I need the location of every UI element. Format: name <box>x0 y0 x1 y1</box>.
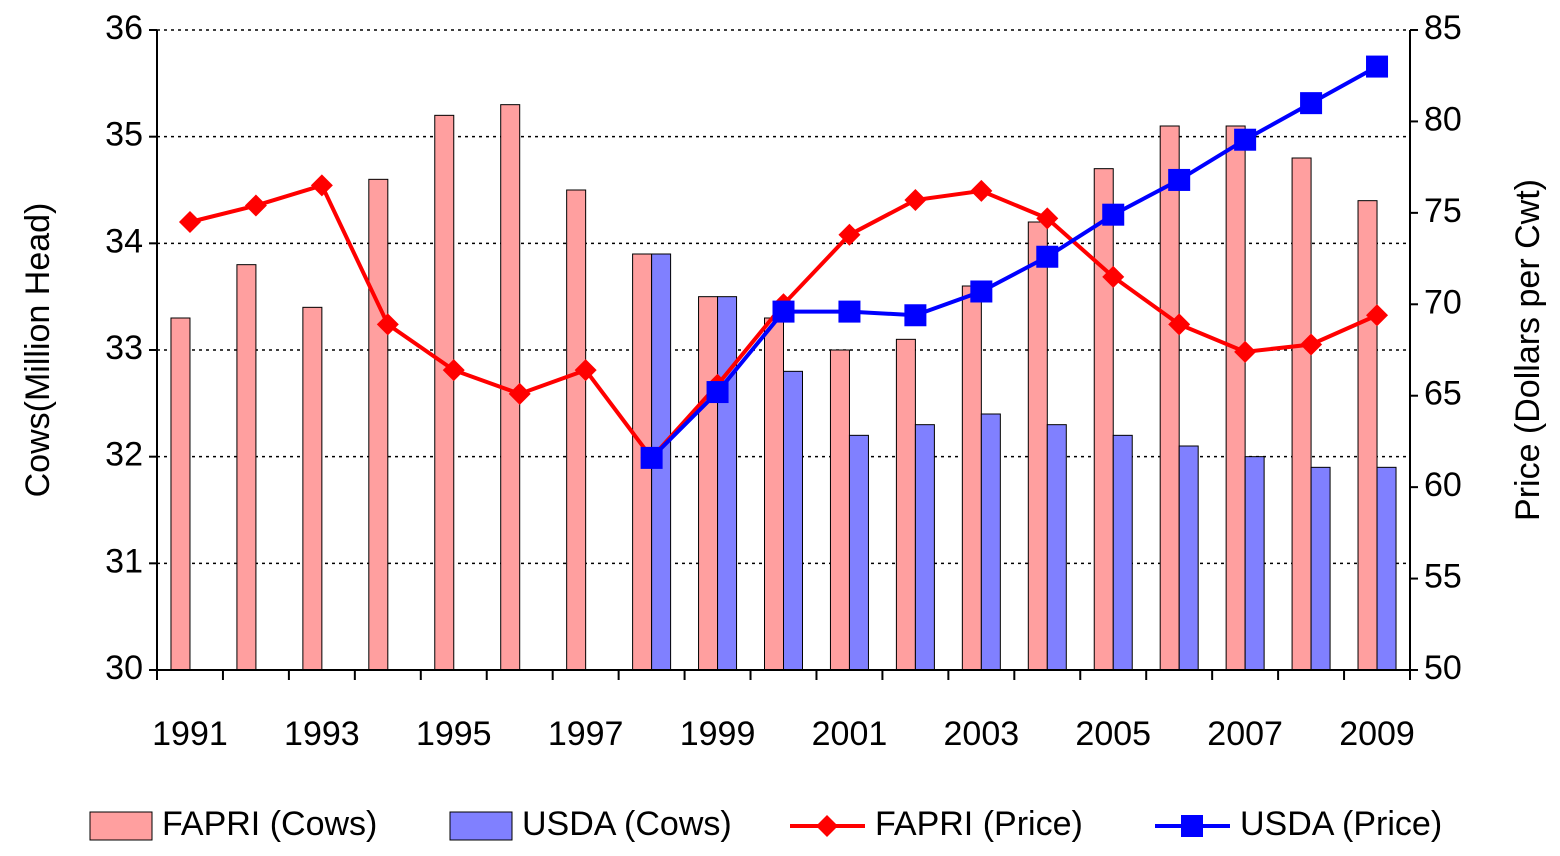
point <box>1234 340 1257 363</box>
bar <box>980 413 1001 671</box>
point <box>904 189 927 212</box>
bar <box>170 317 191 671</box>
y-tick-label: 34 <box>105 222 143 260</box>
y-tick-label: 36 <box>105 9 143 47</box>
bar <box>1093 168 1114 671</box>
x-tick-label: 2001 <box>812 715 888 753</box>
legend-label: FAPRI (Cows) <box>162 805 377 843</box>
bar <box>1178 445 1199 671</box>
legend-label: USDA (Cows) <box>522 805 732 843</box>
point <box>1102 203 1125 226</box>
bar <box>1159 125 1180 671</box>
x-tick-label: 2005 <box>1075 715 1151 753</box>
point <box>1366 304 1389 327</box>
bar <box>848 434 869 671</box>
bar <box>1244 456 1265 671</box>
x-tick-label: 1991 <box>152 715 228 753</box>
x-tick-label: 1999 <box>680 715 756 753</box>
bar <box>1357 200 1378 671</box>
point <box>1181 815 1203 837</box>
point <box>970 179 993 202</box>
x-tick-label: 2003 <box>944 715 1020 753</box>
y2-axis-label: Price (Dollars per Cwt) <box>1509 179 1547 521</box>
bar <box>914 424 935 671</box>
y2-tick-label: 75 <box>1424 192 1462 230</box>
bar <box>1027 221 1048 671</box>
bar <box>1376 466 1397 671</box>
point <box>904 304 927 327</box>
point <box>970 280 993 303</box>
legend-label: USDA (Price) <box>1240 805 1442 843</box>
bar <box>829 349 850 671</box>
legend-swatch <box>449 811 513 841</box>
point <box>838 223 861 246</box>
point <box>1300 92 1323 115</box>
point <box>1036 245 1059 268</box>
point <box>772 300 795 323</box>
point <box>640 446 663 469</box>
point <box>376 313 399 336</box>
bar <box>1225 125 1246 671</box>
line <box>650 64 1378 460</box>
y-tick-label: 32 <box>105 436 143 474</box>
y2-tick-label: 70 <box>1424 283 1462 321</box>
point <box>1300 333 1323 356</box>
y-tick-label: 35 <box>105 116 143 154</box>
bar <box>236 264 257 671</box>
x-tick-label: 1993 <box>284 715 360 753</box>
bar <box>961 285 982 671</box>
y-axis-label: Cows(Million Head) <box>19 203 57 498</box>
bar <box>566 189 587 671</box>
bar <box>368 178 389 671</box>
y2-tick-label: 65 <box>1424 375 1462 413</box>
legend-label: FAPRI (Price) <box>875 805 1083 843</box>
y-tick-label: 31 <box>105 542 143 580</box>
x-tick-label: 1997 <box>548 715 624 753</box>
point <box>1102 265 1125 288</box>
bar <box>783 370 803 671</box>
bar <box>717 296 738 671</box>
legend-swatch <box>89 811 153 841</box>
point <box>1366 55 1389 78</box>
x-tick-label: 1995 <box>416 715 492 753</box>
bar <box>1291 157 1312 671</box>
bar <box>302 306 323 671</box>
bar <box>1112 434 1133 671</box>
point <box>1234 128 1257 151</box>
y2-tick-label: 85 <box>1424 9 1462 47</box>
y-tick-label: 33 <box>105 329 143 367</box>
point <box>1036 207 1059 230</box>
point <box>574 359 597 382</box>
point <box>1168 168 1191 191</box>
bar <box>698 296 719 671</box>
bar <box>1310 466 1331 671</box>
point <box>310 174 333 197</box>
y2-tick-label: 55 <box>1424 558 1462 596</box>
x-tick-label: 2009 <box>1339 715 1415 753</box>
y2-tick-label: 60 <box>1424 466 1462 504</box>
point <box>442 359 465 382</box>
bar <box>764 317 784 671</box>
bar <box>434 114 455 671</box>
x-tick-label: 2007 <box>1207 715 1283 753</box>
point <box>508 382 531 405</box>
point <box>178 211 201 233</box>
y2-tick-label: 80 <box>1424 100 1462 138</box>
point <box>1168 313 1191 336</box>
point <box>816 815 838 837</box>
y2-tick-label: 50 <box>1424 649 1462 687</box>
point <box>838 300 861 323</box>
bar <box>895 338 916 671</box>
bar <box>1046 424 1067 671</box>
y-tick-label: 30 <box>105 649 143 687</box>
point <box>706 381 729 404</box>
point <box>244 194 267 217</box>
